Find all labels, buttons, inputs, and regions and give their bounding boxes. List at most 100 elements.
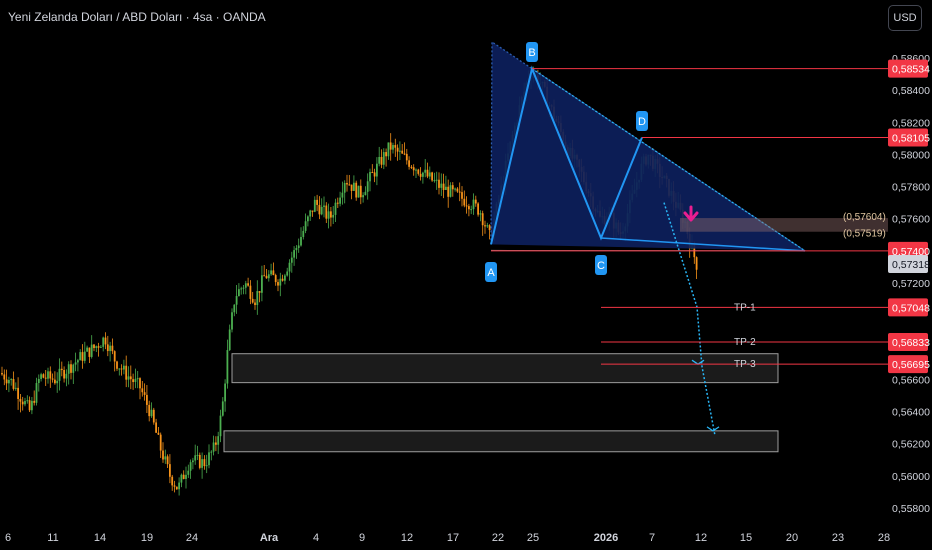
candle-body <box>371 172 374 174</box>
price-tag-text: 0,56833 <box>892 337 930 349</box>
price-tag-text: 0,56695 <box>892 359 930 371</box>
candle-body <box>233 304 236 313</box>
time-tick: 24 <box>186 532 198 544</box>
candle-body <box>313 199 316 212</box>
candle-body <box>169 464 171 477</box>
currency-button[interactable]: USD <box>888 5 922 31</box>
candle-body <box>350 184 353 191</box>
candle-body <box>178 482 180 490</box>
price-tick: 0,56400 <box>892 407 930 419</box>
candle-body <box>175 486 178 490</box>
tp-label: TP-1 <box>734 302 756 313</box>
candle-body <box>33 400 36 403</box>
candle-body <box>461 192 463 199</box>
projection-arrow-2 <box>706 426 720 432</box>
candle-body <box>419 173 422 177</box>
price-tick: 0,57600 <box>892 214 930 226</box>
candles <box>1 66 698 496</box>
demand-box <box>223 430 779 453</box>
candle-body <box>146 394 148 405</box>
candle-body <box>120 368 123 370</box>
candle-body <box>258 291 261 293</box>
time-tick: 15 <box>740 532 752 544</box>
candle-body <box>695 257 698 270</box>
candle-body <box>346 182 348 185</box>
candle-body <box>152 409 155 423</box>
candle-body <box>205 465 208 467</box>
candle-body <box>8 380 10 384</box>
candle-body <box>286 271 289 276</box>
candle-body <box>182 474 185 479</box>
price-tag-bg <box>888 332 928 351</box>
candle-body <box>284 275 286 281</box>
candle-body <box>65 373 68 379</box>
candle-body <box>438 179 440 188</box>
candle-body <box>415 169 417 171</box>
candle-body <box>281 278 284 281</box>
time-tick: 20 <box>786 532 798 544</box>
candle-body <box>364 191 367 196</box>
candle-body <box>208 452 210 466</box>
price-tick: 0,58400 <box>892 85 930 97</box>
candle-body <box>343 182 346 193</box>
candle-body <box>72 364 75 373</box>
price-tick: 0,55800 <box>892 503 930 515</box>
time-tick: 19 <box>141 532 153 544</box>
candle-body <box>224 383 226 402</box>
zone-lower-label: (0,57519) <box>843 229 886 240</box>
candle-body <box>217 436 220 445</box>
candle-body <box>10 379 13 381</box>
candle-body <box>249 285 252 299</box>
candle-body <box>366 181 369 192</box>
demand-box <box>231 353 779 384</box>
time-axis[interactable]: 6 11 14 19 24 Ara 4 9 12 17 22 25 2026 7 12 15 20 23 28 <box>0 524 932 550</box>
candle-body <box>272 270 275 276</box>
candle-body <box>139 378 141 389</box>
time-axis-bg <box>0 524 932 550</box>
point-label-b: B <box>526 42 538 62</box>
candle-body <box>424 169 427 173</box>
candle-body <box>362 195 364 198</box>
candle-body <box>422 172 424 177</box>
candle-body <box>231 312 233 330</box>
price-tick: 0,58000 <box>892 149 930 161</box>
candle-body <box>323 205 325 207</box>
candle-body <box>228 329 231 351</box>
candle-body <box>353 182 355 191</box>
candle-body <box>185 474 187 479</box>
tp-label: TP-2 <box>734 337 756 348</box>
candle-body <box>187 470 190 475</box>
time-tick: 6 <box>5 532 11 544</box>
candle-body <box>401 150 404 154</box>
time-tick: Ara <box>260 532 279 544</box>
price-axis[interactable]: 0,586000,584000,582000,580000,578000,576… <box>888 0 932 528</box>
candle-body <box>150 409 153 417</box>
candle-body <box>77 360 79 363</box>
time-tick: 28 <box>878 532 890 544</box>
price-tag-text: 0,57048 <box>892 302 930 314</box>
time-tick: 2026 <box>594 532 618 544</box>
point-label-badge <box>595 255 607 275</box>
candle-body <box>394 145 397 148</box>
candle-body <box>1 373 3 375</box>
candle-body <box>410 166 413 168</box>
candle-body <box>385 152 387 157</box>
candle-body <box>35 383 38 403</box>
candle-body <box>221 401 224 416</box>
candle-body <box>54 379 56 384</box>
candle-body <box>166 456 169 465</box>
candle-body <box>369 172 371 182</box>
candle-body <box>468 206 470 210</box>
candle-body <box>157 432 160 435</box>
candle-body <box>274 275 277 283</box>
time-tick: 7 <box>649 532 655 544</box>
candle-body <box>318 204 321 215</box>
candle-body <box>435 179 438 181</box>
candle-body <box>334 202 337 215</box>
candle-body <box>442 183 445 190</box>
candle-body <box>465 205 468 207</box>
candle-body <box>79 352 82 361</box>
candle-body <box>359 185 362 198</box>
candle-body <box>212 442 215 452</box>
